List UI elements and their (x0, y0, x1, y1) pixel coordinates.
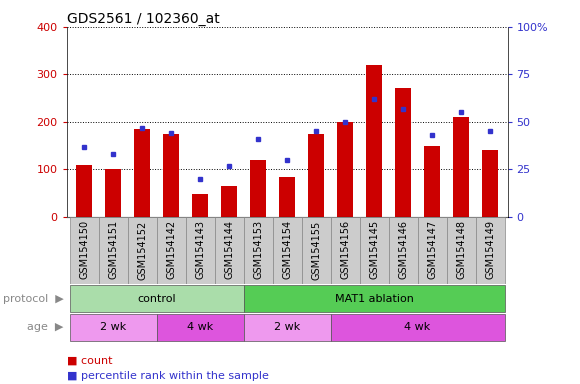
Text: MAT1 ablation: MAT1 ablation (335, 293, 414, 304)
Bar (366, 65, 382, 217)
Text: protocol  ▶: protocol ▶ (3, 293, 64, 304)
Bar (134, 129, 150, 217)
Bar (360, 217, 389, 284)
Bar (244, 313, 331, 341)
Text: GSM154147: GSM154147 (427, 220, 437, 280)
Bar (302, 217, 331, 284)
Text: GSM154150: GSM154150 (79, 220, 89, 280)
Text: GSM154149: GSM154149 (485, 220, 495, 279)
Bar (453, 117, 469, 217)
Bar (163, 134, 179, 217)
Text: ■ count: ■ count (67, 355, 112, 365)
Bar (331, 313, 505, 341)
Bar (279, 177, 295, 217)
Text: GSM154155: GSM154155 (311, 220, 321, 280)
Bar (447, 217, 476, 284)
Bar (244, 217, 273, 284)
Bar (70, 285, 244, 313)
Bar (308, 134, 324, 217)
Bar (70, 217, 99, 284)
Text: ■ percentile rank within the sample: ■ percentile rank within the sample (67, 371, 269, 381)
Text: GSM154154: GSM154154 (282, 220, 292, 280)
Bar (273, 217, 302, 284)
Bar (476, 217, 505, 284)
Bar (424, 146, 440, 217)
Bar (76, 165, 92, 217)
Text: GDS2561 / 102360_at: GDS2561 / 102360_at (67, 12, 219, 26)
Text: age  ▶: age ▶ (27, 322, 64, 333)
Text: GSM154143: GSM154143 (195, 220, 205, 279)
Bar (215, 217, 244, 284)
Bar (221, 186, 237, 217)
Text: GSM154153: GSM154153 (253, 220, 263, 280)
Text: GSM154145: GSM154145 (369, 220, 379, 280)
Text: GSM154156: GSM154156 (340, 220, 350, 280)
Bar (418, 217, 447, 284)
Bar (250, 160, 266, 217)
Text: GSM154151: GSM154151 (108, 220, 118, 280)
Text: GSM154148: GSM154148 (456, 220, 466, 279)
Bar (337, 122, 353, 217)
Bar (192, 194, 208, 217)
Bar (70, 313, 157, 341)
Text: GSM154144: GSM154144 (224, 220, 234, 279)
Bar (157, 217, 186, 284)
Text: GSM154142: GSM154142 (166, 220, 176, 280)
Bar (157, 313, 244, 341)
Text: 2 wk: 2 wk (100, 322, 126, 333)
Bar (186, 217, 215, 284)
Bar (389, 217, 418, 284)
Text: 4 wk: 4 wk (404, 322, 431, 333)
Bar (482, 151, 498, 217)
Bar (395, 88, 411, 217)
Text: GSM154146: GSM154146 (398, 220, 408, 279)
Text: 4 wk: 4 wk (187, 322, 213, 333)
Bar (128, 217, 157, 284)
Text: control: control (137, 293, 176, 304)
Bar (105, 169, 121, 217)
Bar (331, 217, 360, 284)
Bar (99, 217, 128, 284)
Text: GSM154152: GSM154152 (137, 220, 147, 280)
Text: 2 wk: 2 wk (274, 322, 300, 333)
Bar (244, 285, 505, 313)
